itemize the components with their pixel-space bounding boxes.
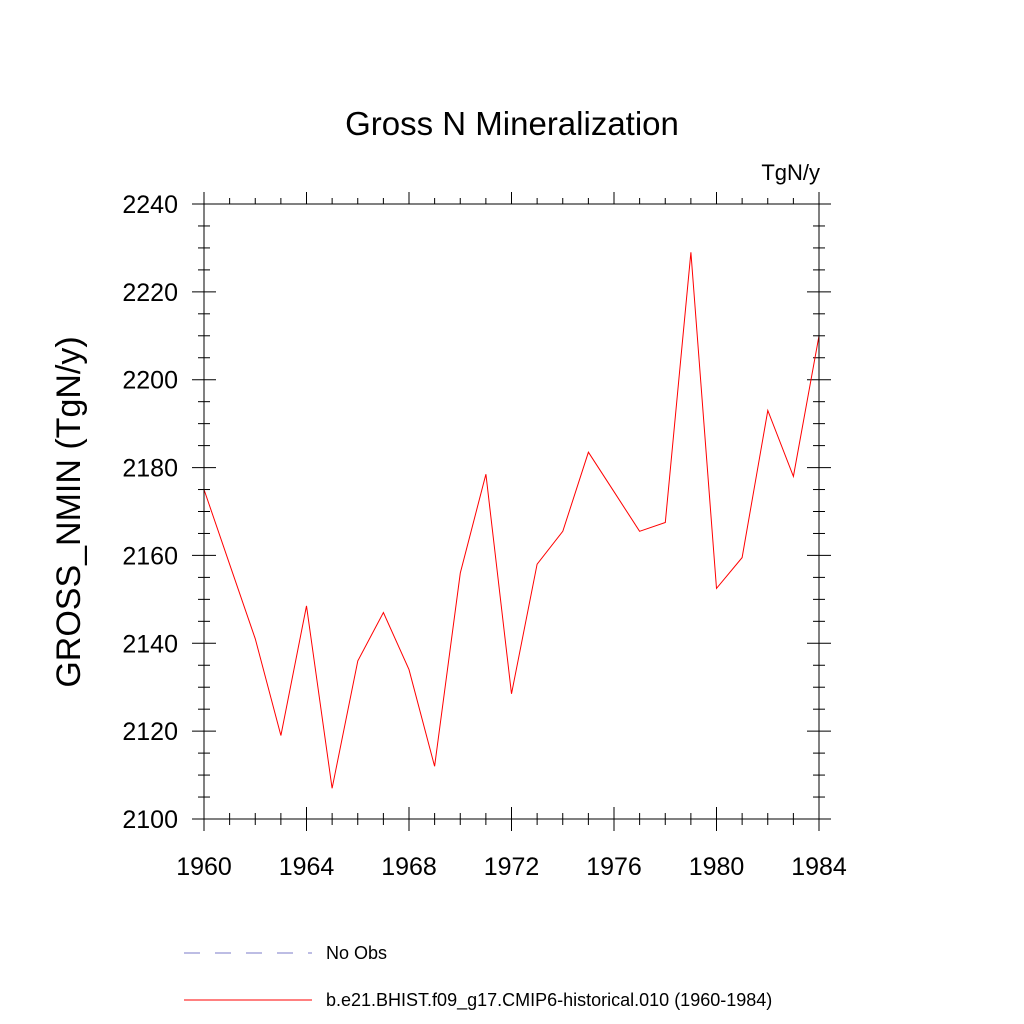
x-tick-label: 1984 <box>791 853 847 881</box>
y-tick-label: 2160 <box>122 542 178 570</box>
y-axis-label: GROSS_NMIN (TgN/y) <box>50 336 88 687</box>
x-tick-label: 1976 <box>586 853 642 881</box>
y-tick-label: 2140 <box>122 630 178 658</box>
y-tick-label: 2200 <box>122 367 178 395</box>
x-tick-label: 1960 <box>176 853 232 881</box>
y-tick-label: 2100 <box>122 806 178 834</box>
y-tick-label: 2220 <box>122 279 178 307</box>
plot-frame <box>203 203 820 820</box>
x-tick-label: 1980 <box>689 853 745 881</box>
series-line <box>203 252 820 789</box>
legend: No Obs b.e21.BHIST.f09_g17.CMIP6-historic… <box>184 943 772 1011</box>
y-tick-label: 2120 <box>122 718 178 746</box>
series-layer <box>203 252 820 789</box>
y-tick-label: 2180 <box>122 455 178 483</box>
legend-label: b.e21.BHIST.f09_g17.CMIP6-historical.010… <box>326 990 772 1011</box>
legend-label: No Obs <box>326 943 387 963</box>
x-tick-label: 1968 <box>381 853 437 881</box>
x-tick-label: 1972 <box>484 853 540 881</box>
chart-title: Gross N Mineralization <box>345 105 679 142</box>
ticks-layer: 1960 1964 1968 1972 1976 1980 1984 2100 2120 2140… <box>122 191 847 881</box>
y-tick-label: 2240 <box>122 191 178 219</box>
x-tick-label: 1964 <box>279 853 335 881</box>
units-label: TgN/y <box>761 160 820 185</box>
